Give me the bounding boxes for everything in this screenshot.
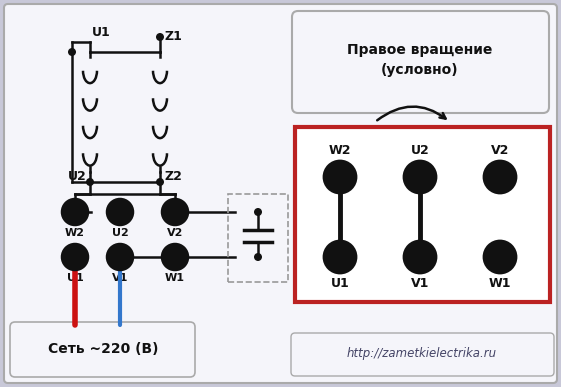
FancyBboxPatch shape xyxy=(292,11,549,113)
Circle shape xyxy=(494,251,506,263)
Text: W2: W2 xyxy=(329,144,351,157)
Text: Z2: Z2 xyxy=(165,171,183,183)
Circle shape xyxy=(115,252,125,262)
Text: Правое вращение
(условно): Правое вращение (условно) xyxy=(347,43,493,77)
Text: Сеть ~220 (В): Сеть ~220 (В) xyxy=(48,342,158,356)
Text: http://zametkielectrika.ru: http://zametkielectrika.ru xyxy=(347,348,497,361)
Text: V1: V1 xyxy=(411,277,429,290)
Circle shape xyxy=(156,33,164,41)
Circle shape xyxy=(324,161,356,193)
Circle shape xyxy=(68,48,76,56)
Circle shape xyxy=(107,244,133,270)
Text: Z1: Z1 xyxy=(165,31,183,43)
Circle shape xyxy=(334,171,346,183)
Bar xyxy=(228,194,288,282)
Circle shape xyxy=(254,253,262,261)
Circle shape xyxy=(324,241,356,273)
Text: U2: U2 xyxy=(411,144,429,157)
Text: U1: U1 xyxy=(92,26,111,39)
Text: U1: U1 xyxy=(67,273,84,283)
Text: W1: W1 xyxy=(489,277,511,290)
Text: V1: V1 xyxy=(112,273,128,283)
Text: V2: V2 xyxy=(167,228,183,238)
Circle shape xyxy=(70,207,80,217)
Circle shape xyxy=(484,241,516,273)
Circle shape xyxy=(414,251,426,263)
Circle shape xyxy=(115,207,125,217)
Text: U1: U1 xyxy=(330,277,350,290)
FancyBboxPatch shape xyxy=(10,322,195,377)
Circle shape xyxy=(162,244,188,270)
FancyBboxPatch shape xyxy=(291,333,554,376)
Circle shape xyxy=(404,161,436,193)
Text: U2: U2 xyxy=(112,228,128,238)
Bar xyxy=(295,127,550,302)
Text: W1: W1 xyxy=(165,273,185,283)
Circle shape xyxy=(70,252,80,262)
Circle shape xyxy=(62,244,88,270)
Circle shape xyxy=(484,161,516,193)
Circle shape xyxy=(494,171,506,183)
Text: U2: U2 xyxy=(68,171,87,183)
Circle shape xyxy=(254,208,262,216)
Circle shape xyxy=(162,199,188,225)
Text: W2: W2 xyxy=(65,228,85,238)
Circle shape xyxy=(62,199,88,225)
Circle shape xyxy=(107,199,133,225)
Circle shape xyxy=(170,252,180,262)
Circle shape xyxy=(86,178,94,186)
Circle shape xyxy=(170,207,180,217)
Text: V2: V2 xyxy=(491,144,509,157)
FancyBboxPatch shape xyxy=(4,4,557,383)
Circle shape xyxy=(156,178,164,186)
Circle shape xyxy=(414,171,426,183)
Circle shape xyxy=(404,241,436,273)
Circle shape xyxy=(334,251,346,263)
